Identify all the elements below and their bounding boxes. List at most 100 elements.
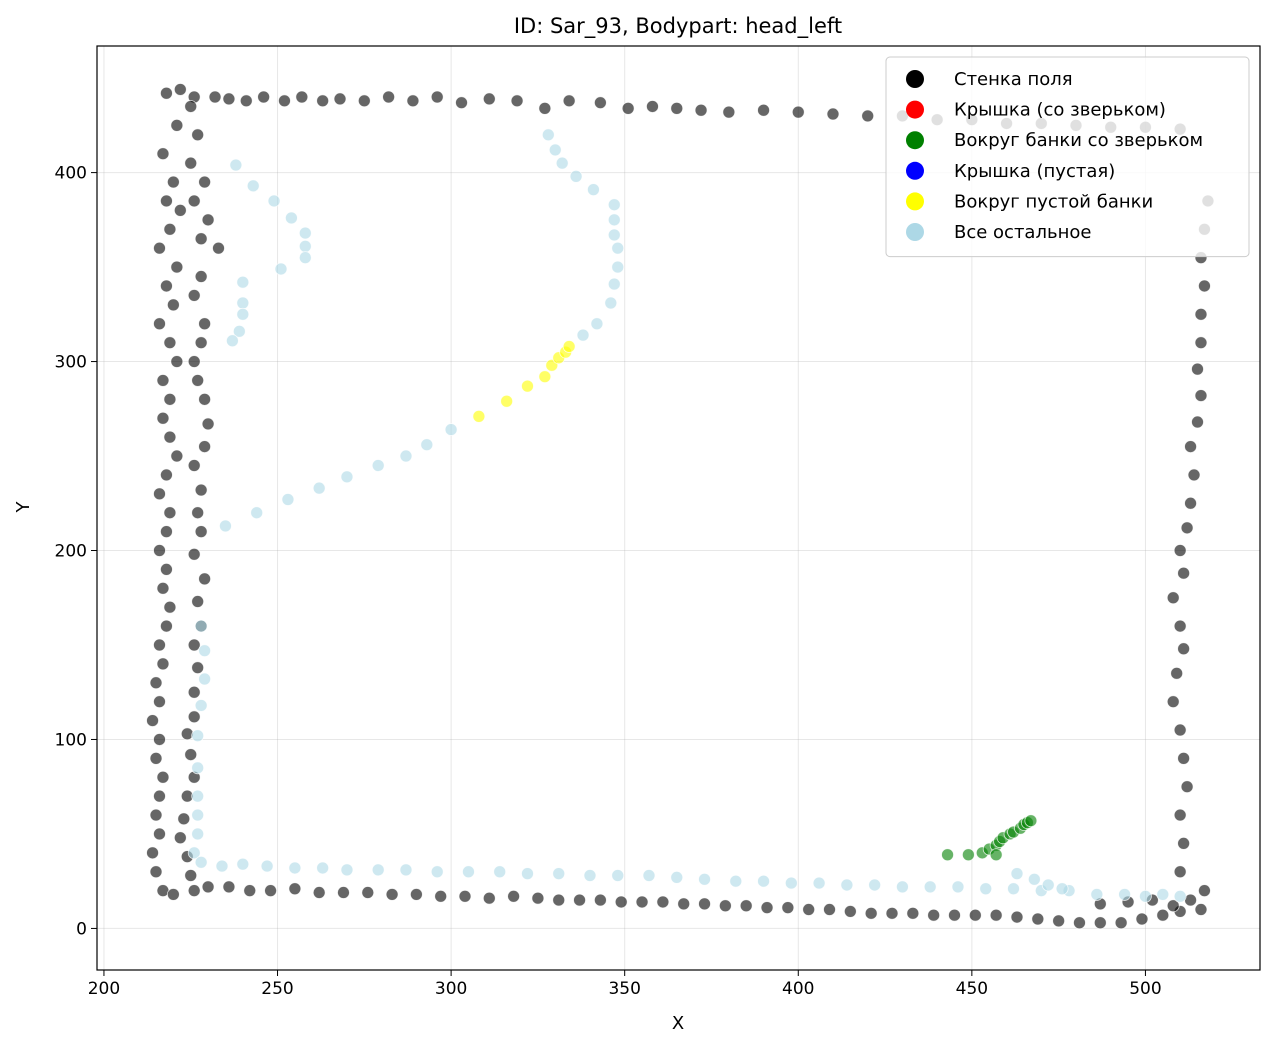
data-point xyxy=(812,876,826,890)
data-point xyxy=(357,94,371,108)
data-point xyxy=(201,213,215,227)
data-point xyxy=(170,355,184,368)
data-point xyxy=(399,449,413,463)
data-point xyxy=(604,296,618,310)
data-point xyxy=(316,94,330,108)
data-point xyxy=(257,90,271,104)
x-tick-label: 400 xyxy=(782,979,814,999)
data-point xyxy=(840,878,854,892)
data-point xyxy=(166,175,180,189)
data-point xyxy=(198,572,212,586)
data-point xyxy=(149,676,163,690)
data-point xyxy=(198,644,212,658)
data-point xyxy=(455,96,468,110)
series-2 xyxy=(941,814,1038,862)
data-point xyxy=(274,262,288,276)
data-point xyxy=(1010,867,1024,881)
data-point xyxy=(285,211,298,225)
data-point xyxy=(1194,903,1208,916)
data-point xyxy=(1177,566,1191,580)
data-point xyxy=(191,761,205,775)
data-point xyxy=(1041,878,1055,892)
data-point xyxy=(201,417,215,431)
data-point xyxy=(212,241,225,255)
data-point xyxy=(222,880,236,894)
data-point xyxy=(1052,914,1066,928)
data-point xyxy=(198,317,212,331)
data-point xyxy=(1184,440,1197,453)
data-point xyxy=(593,96,607,110)
data-point xyxy=(173,83,187,96)
data-point xyxy=(219,519,232,533)
legend-marker xyxy=(906,131,924,150)
data-point xyxy=(573,893,586,907)
data-point xyxy=(1010,910,1024,924)
data-point xyxy=(1173,619,1187,633)
data-point xyxy=(923,880,937,894)
data-point xyxy=(1173,889,1187,903)
data-point xyxy=(184,156,198,170)
data-point xyxy=(1166,591,1180,605)
legend-marker xyxy=(906,161,924,180)
data-point xyxy=(1139,889,1152,903)
data-point xyxy=(149,808,163,822)
data-point xyxy=(1173,544,1187,557)
series-5 xyxy=(187,128,1187,903)
data-point xyxy=(1007,882,1020,896)
data-point xyxy=(552,867,566,881)
y-tick-label: 100 xyxy=(55,730,87,750)
data-point xyxy=(1073,916,1086,930)
data-point xyxy=(222,92,236,106)
data-point xyxy=(1024,814,1038,828)
data-point xyxy=(312,886,326,899)
data-point xyxy=(739,899,753,913)
data-point xyxy=(670,871,684,884)
data-point xyxy=(198,175,212,189)
data-point xyxy=(153,544,166,557)
y-tick-label: 200 xyxy=(55,542,87,562)
data-point xyxy=(1156,908,1170,922)
data-point xyxy=(989,908,1003,922)
data-point xyxy=(510,94,524,108)
data-point xyxy=(146,714,159,727)
data-point xyxy=(288,861,302,875)
data-point xyxy=(156,770,170,784)
data-point xyxy=(729,874,743,888)
legend-marker xyxy=(906,70,924,88)
data-point xyxy=(722,105,736,119)
data-point xyxy=(562,94,576,108)
data-point xyxy=(1055,882,1069,896)
data-point xyxy=(621,101,635,115)
data-point xyxy=(1156,888,1170,901)
data-point xyxy=(1177,836,1191,850)
data-point xyxy=(191,729,205,743)
legend-box xyxy=(885,56,1250,258)
data-point xyxy=(507,889,520,903)
data-point xyxy=(961,848,975,862)
data-point xyxy=(385,888,399,901)
data-point xyxy=(382,90,396,104)
data-point xyxy=(194,699,208,712)
data-point xyxy=(298,251,312,265)
data-point xyxy=(906,906,920,920)
data-point xyxy=(187,355,201,368)
data-point xyxy=(236,275,250,289)
data-point xyxy=(163,430,177,444)
data-point xyxy=(267,194,281,208)
data-point xyxy=(1191,415,1204,429)
data-point xyxy=(153,487,166,501)
data-point xyxy=(531,891,545,905)
data-point xyxy=(784,876,798,890)
data-point xyxy=(250,506,264,520)
data-point xyxy=(187,884,201,898)
data-point xyxy=(861,109,875,123)
data-point xyxy=(153,695,166,709)
data-point xyxy=(173,203,187,217)
legend-label: Крышка (со зверьком) xyxy=(954,100,1166,121)
data-point xyxy=(611,869,625,882)
data-point xyxy=(951,880,965,894)
data-point xyxy=(340,863,354,877)
data-point xyxy=(191,789,205,803)
data-point xyxy=(1173,808,1187,822)
data-point xyxy=(166,888,180,901)
